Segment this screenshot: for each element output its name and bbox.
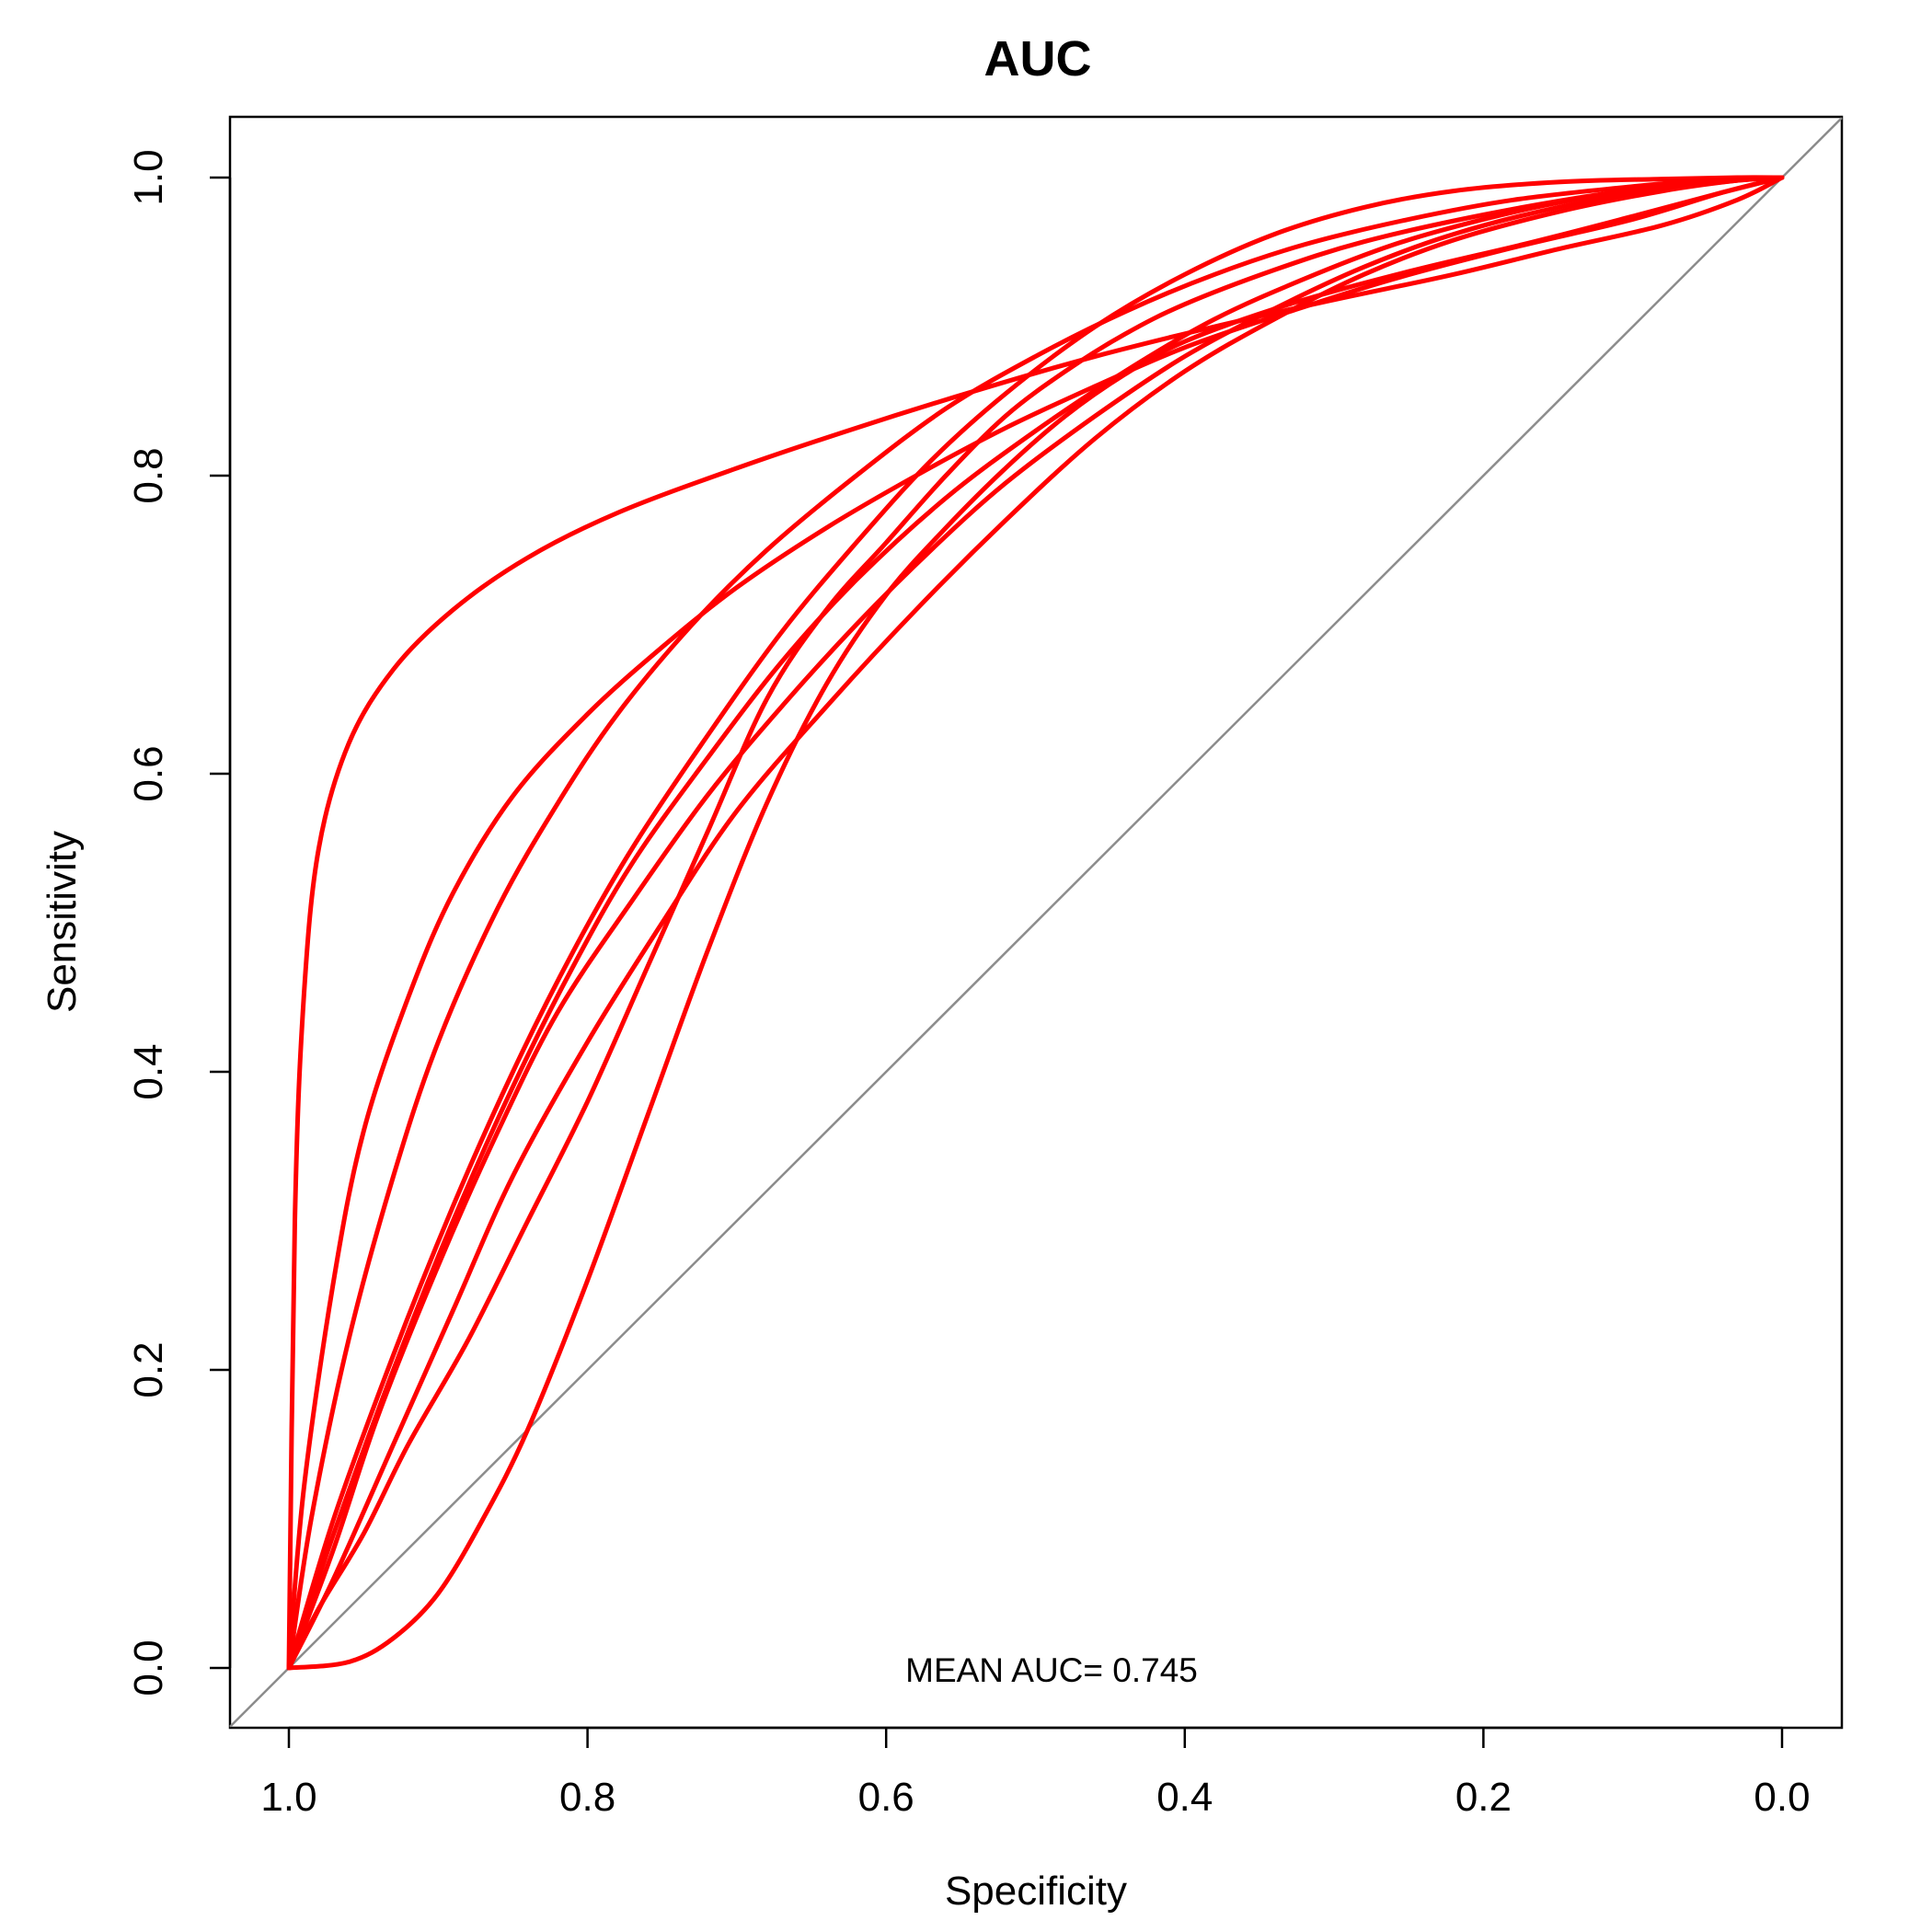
y-tick-label: 1.0: [126, 149, 171, 205]
x-axis: 1.0 0.8 0.6 0.4 0.2 0.0: [260, 1726, 1811, 1820]
x-axis-label: Specificity: [945, 1869, 1127, 1914]
roc-curve-8: [286, 175, 1785, 1671]
roc-curve-7: [286, 175, 1785, 1671]
reference-diagonal-layer: [229, 117, 1843, 1728]
roc-curve-3: [286, 175, 1785, 1671]
roc-curve-5: [286, 175, 1785, 1671]
x-tick-label: 1.0: [260, 1775, 316, 1820]
y-tick-label: 0.8: [126, 447, 171, 503]
x-tick-label: 0.6: [858, 1775, 914, 1820]
chart-title: AUC: [984, 31, 1092, 86]
x-tick-label: 0.2: [1455, 1775, 1512, 1820]
x-tick-label: 0.8: [559, 1775, 615, 1820]
y-axis-label: Sensitivity: [40, 831, 85, 1013]
y-tick-label: 0.4: [126, 1043, 171, 1099]
roc-curve-1: [286, 175, 1785, 1671]
y-axis: 0.0 0.2 0.4 0.6 0.8 1.0: [126, 149, 232, 1696]
y-tick-label: 0.0: [126, 1639, 171, 1696]
reference-diagonal-line: [229, 117, 1843, 1728]
x-tick-label: 0.4: [1156, 1775, 1213, 1820]
mean-auc-annotation: MEAN AUC= 0.745: [905, 1651, 1198, 1689]
y-tick-label: 0.6: [126, 745, 171, 801]
roc-curve-4: [286, 175, 1785, 1671]
roc-curves-layer: [286, 175, 1785, 1671]
roc-curve-9: [286, 175, 1785, 1671]
x-tick-label: 0.0: [1754, 1775, 1810, 1820]
y-tick-label: 0.2: [126, 1341, 171, 1397]
